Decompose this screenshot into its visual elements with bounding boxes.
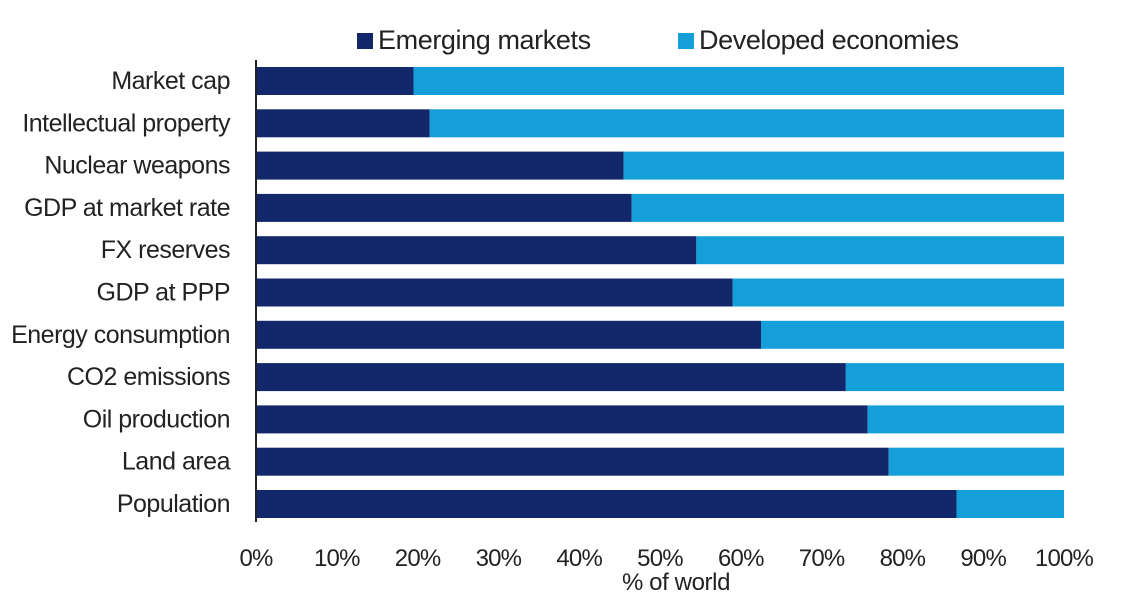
- bar-developed-economies-co2-emissions: [845, 363, 1064, 392]
- bar-emerging-markets-nuclear-weapons: [256, 151, 624, 180]
- x-tick-labels: 0% 10% 20% 30% 40% 50% 60% 70% 80% 90% 100%: [239, 545, 1094, 572]
- x-tick-label-60pct: 60%: [718, 545, 764, 572]
- bar-row-gdp-at-market-rate: [256, 193, 1064, 222]
- x-axis-title: % of world: [622, 569, 730, 596]
- category-label-nuclear-weapons: Nuclear weapons: [44, 152, 230, 180]
- bar-row-land-area: [256, 447, 1064, 476]
- bar-emerging-markets-intellectual-property: [256, 109, 430, 138]
- bar-emerging-markets-gdp-at-ppp: [256, 278, 733, 307]
- x-tick-label-50pct: 50%: [637, 545, 683, 572]
- bar-developed-economies-nuclear-weapons: [623, 151, 1064, 180]
- legend-item-developed-economies: Developed economies: [678, 25, 959, 55]
- bar-row-population: [256, 490, 1064, 518]
- category-label-market-cap: Market cap: [111, 67, 230, 95]
- category-labels: Market cap Intellectual property Nuclear w…: [11, 67, 231, 518]
- category-label-gdp-at-ppp: GDP at PPP: [97, 279, 231, 307]
- bar-developed-economies-fx-reserves: [696, 236, 1064, 265]
- bar-row-gdp-at-ppp: [256, 278, 1064, 307]
- x-tick-label-0pct: 0%: [239, 545, 273, 572]
- bar-emerging-markets-gdp-at-market-rate: [256, 193, 632, 222]
- bar-emerging-markets-land-area: [256, 447, 889, 476]
- bar-row-intellectual-property: [256, 109, 1065, 138]
- bar-emerging-markets-population: [256, 490, 957, 518]
- legend-label-developed-economies: Developed economies: [699, 25, 959, 55]
- category-label-population: Population: [117, 490, 230, 518]
- bars: [256, 67, 1065, 518]
- bar-developed-economies-gdp-at-market-rate: [631, 193, 1064, 222]
- bar-developed-economies-market-cap: [413, 67, 1064, 95]
- x-tick-label-10pct: 10%: [314, 545, 360, 572]
- x-tick-label-100pct: 100%: [1035, 545, 1094, 572]
- bar-emerging-markets-market-cap: [256, 67, 414, 95]
- legend-label-emerging-markets: Emerging markets: [378, 25, 591, 55]
- category-label-energy-consumption: Energy consumption: [11, 321, 230, 349]
- bar-emerging-markets-energy-consumption: [256, 320, 761, 349]
- bar-developed-economies-population: [956, 490, 1064, 518]
- x-tick-label-20pct: 20%: [395, 545, 441, 572]
- bar-developed-economies-gdp-at-ppp: [732, 278, 1064, 307]
- bar-row-oil-production: [256, 405, 1064, 434]
- category-label-gdp-at-market-rate: GDP at market rate: [24, 194, 230, 222]
- x-tick-label-90pct: 90%: [960, 545, 1006, 572]
- legend-item-emerging-markets: Emerging markets: [357, 25, 591, 55]
- category-label-intellectual-property: Intellectual property: [22, 109, 231, 137]
- bar-row-fx-reserves: [256, 236, 1064, 265]
- bar-row-nuclear-weapons: [256, 151, 1064, 180]
- x-tick-label-40pct: 40%: [556, 545, 602, 572]
- legend-swatch-emerging-markets: [357, 33, 373, 49]
- bar-developed-economies-intellectual-property: [429, 109, 1065, 138]
- category-label-fx-reserves: FX reserves: [101, 236, 230, 264]
- legend: Emerging markets Developed economies: [357, 25, 959, 55]
- bar-row-energy-consumption: [256, 320, 1064, 349]
- bar-row-market-cap: [256, 67, 1064, 95]
- x-tick-label-80pct: 80%: [880, 545, 926, 572]
- bar-developed-economies-energy-consumption: [761, 320, 1064, 349]
- bar-emerging-markets-fx-reserves: [256, 236, 697, 265]
- x-tick-label-70pct: 70%: [799, 545, 845, 572]
- x-tick-label-30pct: 30%: [476, 545, 522, 572]
- bar-emerging-markets-co2-emissions: [256, 363, 846, 392]
- bar-developed-economies-oil-production: [867, 405, 1064, 434]
- category-label-co2-emissions: CO2 emissions: [67, 363, 230, 391]
- bar-developed-economies-land-area: [888, 447, 1064, 476]
- bar-emerging-markets-oil-production: [256, 405, 868, 434]
- legend-swatch-developed-economies: [678, 33, 694, 49]
- bar-row-co2-emissions: [256, 363, 1064, 392]
- category-label-land-area: Land area: [122, 448, 231, 476]
- category-label-oil-production: Oil production: [83, 405, 230, 433]
